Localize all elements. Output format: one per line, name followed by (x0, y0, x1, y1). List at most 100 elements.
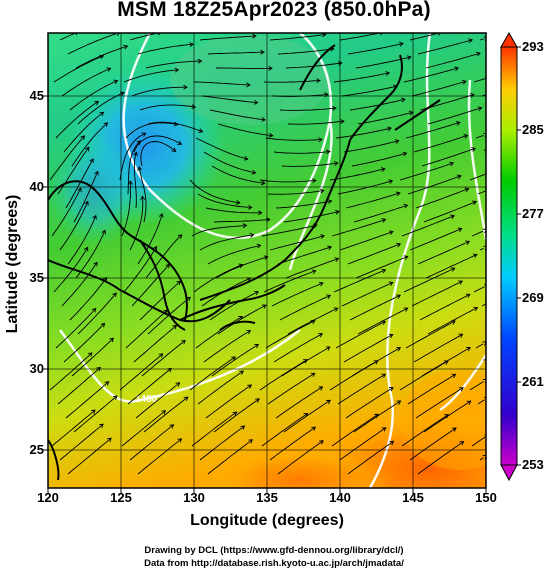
streamline-arrow (394, 139, 400, 144)
streamline-arrow (326, 399, 331, 405)
colorbar-tick-label: 253 (522, 457, 544, 472)
streamline (339, 231, 394, 251)
streamline (63, 112, 104, 153)
streamline-arrow (183, 396, 189, 401)
streamline-arrow (186, 296, 191, 302)
streamline-arrow (444, 414, 450, 419)
coastlines (48, 44, 441, 481)
streamline (59, 33, 75, 41)
streamline (333, 269, 386, 293)
streamline-arrow (318, 333, 324, 338)
streamline-arrow (482, 228, 486, 234)
streamline (125, 309, 168, 349)
streamline-arrow (256, 243, 262, 249)
streamline-arrow (483, 359, 486, 364)
streamline (55, 101, 99, 139)
streamline-arrow (451, 320, 456, 325)
streamline-arrow (77, 187, 82, 193)
streamline (51, 409, 96, 447)
streamline-arrow (100, 322, 106, 328)
credit-drawing: Drawing by DCL (https://www.gfd-dennou.o… (144, 545, 404, 556)
streamline (339, 427, 387, 461)
streamline-arrow (450, 267, 456, 272)
streamline-arrow (450, 214, 456, 220)
streamline-arrow (319, 188, 325, 194)
streamline-arrow (246, 82, 251, 88)
streamline (203, 151, 256, 174)
streamline (267, 190, 324, 195)
streamline (199, 35, 256, 41)
streamline-arrow (254, 290, 259, 296)
streamline (413, 134, 468, 153)
streamline-arrow (172, 324, 178, 330)
streamline (269, 235, 325, 251)
streamline-arrow (311, 426, 317, 431)
streamline (77, 92, 125, 125)
streamline (193, 264, 243, 293)
streamline-arrow (136, 140, 142, 145)
streamline (273, 151, 330, 154)
streamline (139, 104, 196, 111)
streamline-arrow (327, 199, 333, 204)
streamline (69, 277, 107, 321)
streamline-arrow (249, 232, 255, 238)
streamline-arrow (471, 147, 477, 152)
streamline (59, 201, 89, 251)
streamline (213, 219, 270, 223)
streamline (121, 181, 131, 237)
streamline-arrow (152, 245, 158, 251)
streamline-arrow (402, 151, 408, 157)
streamline-arrow (310, 372, 316, 378)
streamline (119, 132, 146, 181)
streamline (423, 201, 477, 223)
streamline (277, 440, 324, 475)
streamline (129, 424, 174, 461)
streamline (411, 280, 463, 307)
streamline-arrow (75, 33, 78, 36)
streamline (351, 152, 407, 167)
streamline-arrow (437, 33, 442, 36)
streamline-arrow (268, 65, 273, 71)
streamline (281, 346, 331, 377)
streamline (207, 51, 265, 55)
streamline-arrow (320, 234, 325, 239)
streamline (199, 425, 245, 461)
streamline-arrow (473, 306, 479, 312)
streamline-arrow (103, 122, 109, 127)
streamline (145, 60, 202, 69)
streamline-arrow (381, 218, 387, 223)
colorbar-tick-label: 293 (522, 39, 544, 54)
streamline-arrow (91, 307, 97, 313)
streamline-arrow (268, 132, 274, 138)
streamline-arrow (493, 430, 497, 434)
credit-data: Data from http://database.rish.kyoto-u.a… (144, 558, 404, 569)
streamline-arrow (459, 440, 465, 446)
streamline (57, 147, 90, 195)
streamline (409, 427, 457, 461)
streamline (405, 121, 460, 139)
streamline-arrow (373, 360, 379, 365)
streamline-arrow (158, 212, 164, 218)
streamline-arrow (231, 356, 236, 361)
streamline-arrow (385, 71, 391, 76)
streamline-arrow (494, 220, 498, 224)
streamline (403, 267, 455, 293)
x-tick-label: 135 (256, 490, 278, 505)
streamline (65, 381, 109, 419)
streamline-arrow (253, 99, 259, 105)
streamline (211, 165, 265, 184)
streamline-arrow (83, 246, 89, 252)
x-tick-label: 125 (110, 490, 132, 505)
streamline-arrow (406, 55, 412, 61)
streamline (59, 423, 104, 461)
streamline-arrow (454, 66, 460, 72)
streamline (65, 158, 94, 209)
streamline-arrow (469, 93, 475, 98)
streamline-arrow (458, 333, 464, 338)
streamline-arrow (141, 132, 147, 137)
streamline (265, 137, 322, 141)
streamline (138, 166, 147, 223)
streamline (49, 135, 85, 181)
streamline (207, 244, 261, 265)
streamline-arrow (374, 413, 379, 419)
